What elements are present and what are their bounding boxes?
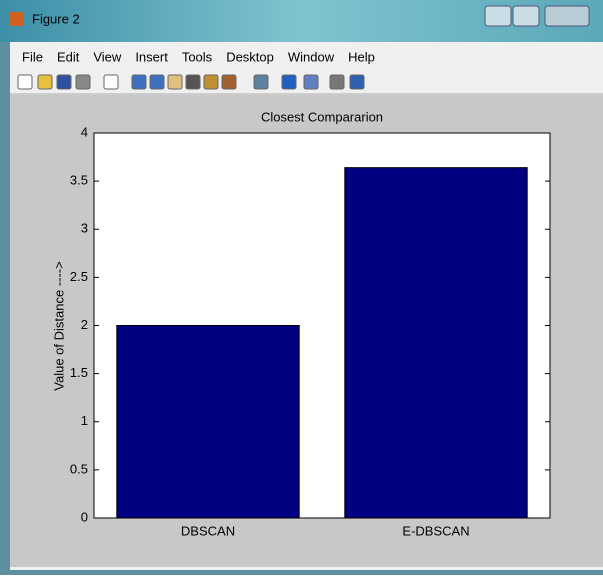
- toolbar-button[interactable]: [18, 75, 32, 89]
- toolbar-button[interactable]: [168, 75, 182, 89]
- menu-item[interactable]: File: [22, 49, 43, 64]
- y-tick-label: 0.5: [70, 461, 88, 476]
- toolbar-button[interactable]: [57, 75, 71, 89]
- y-tick-label: 4: [81, 124, 88, 139]
- window: Figure 2 File Edit View Insert Tools Desktop W…: [0, 0, 603, 575]
- y-tick-label: 2: [81, 317, 88, 332]
- y-tick-label: 1: [81, 413, 88, 428]
- toolbar-button[interactable]: [38, 75, 52, 89]
- window-title: Figure 2: [32, 11, 80, 26]
- app-icon: [10, 12, 24, 26]
- toolbar-button[interactable]: [304, 75, 318, 89]
- toolbar-button[interactable]: [254, 75, 268, 89]
- menu-item[interactable]: Edit: [57, 49, 80, 64]
- toolbar-button[interactable]: [330, 75, 344, 89]
- minimize-button[interactable]: [485, 6, 511, 26]
- menu-bar: File Edit View Insert Tools Desktop Window Help: [22, 49, 375, 64]
- toolbar-button[interactable]: [350, 75, 364, 89]
- toolbar-button[interactable]: [204, 75, 218, 89]
- menu-item[interactable]: Tools: [182, 49, 213, 64]
- toolbar-button[interactable]: [76, 75, 90, 89]
- toolbar: [18, 75, 364, 89]
- y-tick-label: 1.5: [70, 365, 88, 380]
- y-tick-label: 2.5: [70, 269, 88, 284]
- y-tick-label: 0: [81, 509, 88, 524]
- menu-item[interactable]: Window: [288, 49, 335, 64]
- chart-title: Closest Compararion: [261, 109, 383, 124]
- x-tick-label: DBSCAN: [181, 523, 235, 538]
- menu-item[interactable]: Help: [348, 49, 375, 64]
- toolbar-button[interactable]: [186, 75, 200, 89]
- y-tick-label: 3: [81, 221, 88, 236]
- toolbar-button[interactable]: [150, 75, 164, 89]
- menu-item[interactable]: Insert: [135, 49, 168, 64]
- bar: [117, 326, 299, 519]
- toolbar-button[interactable]: [104, 75, 118, 89]
- close-button[interactable]: [545, 6, 589, 26]
- menu-item[interactable]: Desktop: [226, 49, 274, 64]
- x-tick-label: E-DBSCAN: [402, 523, 469, 538]
- bar: [345, 168, 527, 518]
- menu-item[interactable]: View: [93, 49, 122, 64]
- toolbar-button[interactable]: [222, 75, 236, 89]
- maximize-button[interactable]: [513, 6, 539, 26]
- toolbar-button[interactable]: [282, 75, 296, 89]
- y-tick-label: 3.5: [70, 173, 88, 188]
- toolbar-button[interactable]: [132, 75, 146, 89]
- y-axis-label: Value of Distance ---->: [51, 261, 66, 390]
